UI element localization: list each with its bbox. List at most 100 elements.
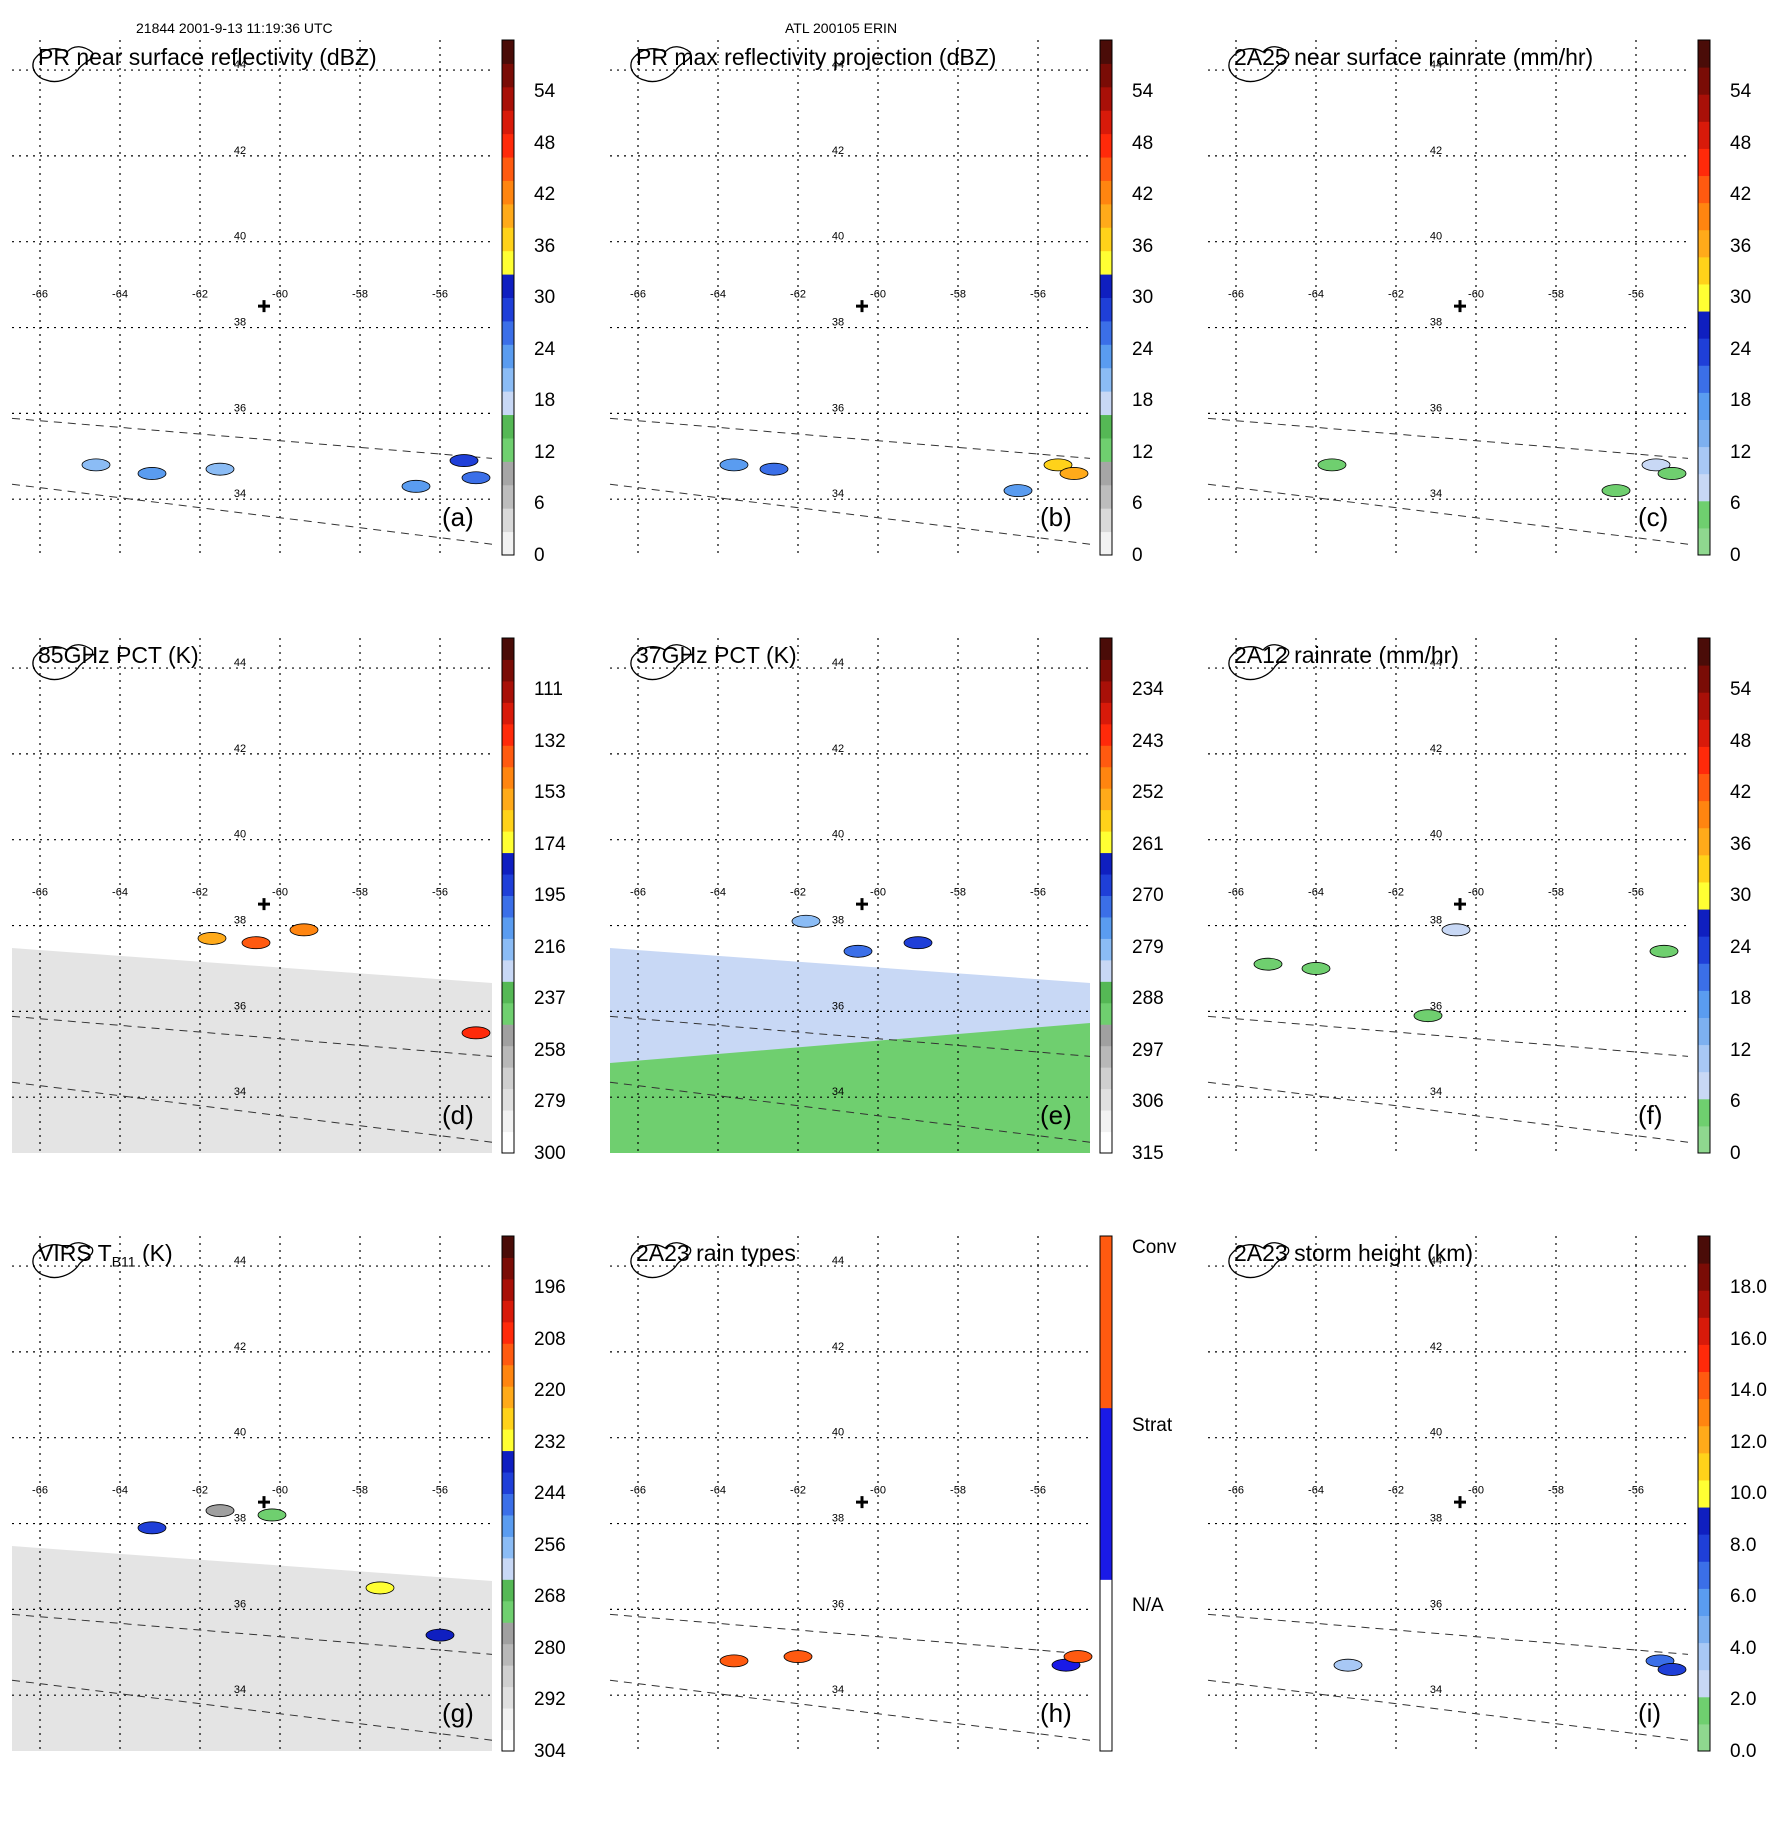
- rain-cell: [461, 1026, 491, 1040]
- colorbar-segment: [502, 203, 514, 228]
- colorbar-tick-label: N/A: [1132, 1595, 1164, 1616]
- colorbar-segment: [1698, 1479, 1710, 1508]
- lon-tick-label: -56: [432, 887, 448, 899]
- colorbar-tick-label: 16.0: [1730, 1328, 1767, 1350]
- colorbar-segment: [502, 723, 514, 746]
- map-plot-i: -66 -64 -62 -60 -58 -56 44 42 40 38 36 34: [1207, 1235, 1711, 1752]
- lon-tick-label: -66: [630, 289, 646, 301]
- colorbar-segment: [1100, 40, 1112, 64]
- lat-tick-label: 44: [234, 59, 246, 71]
- colorbar-segment: [1698, 1125, 1710, 1154]
- colorbar-tick-label: 256: [534, 1534, 566, 1556]
- colorbar-segment: [1100, 250, 1112, 275]
- pr-swath-edge: [1207, 1679, 1689, 1741]
- pr-swath-edge: [609, 417, 1091, 459]
- colorbar-segment: [1698, 473, 1710, 502]
- colorbar-segment: [502, 1088, 514, 1111]
- colorbar-segment: [1100, 367, 1112, 392]
- lon-tick-label: -56: [1628, 1485, 1644, 1497]
- colorbar-segment: [1698, 1669, 1710, 1698]
- lon-tick-label: -58: [352, 1485, 368, 1497]
- green-band: [610, 1023, 1090, 1153]
- colorbar-tick-label: 48: [1730, 132, 1752, 154]
- lat-tick-label: 36: [234, 1000, 246, 1012]
- colorbar-segment: [502, 157, 514, 181]
- lon-tick-label: -56: [1030, 887, 1046, 899]
- lon-tick-label: -66: [630, 887, 646, 899]
- pr-swath-edge: [11, 1081, 493, 1143]
- colorbar-tick-label: 30: [534, 287, 556, 308]
- colorbar-segment: [502, 1045, 514, 1068]
- rain-cell: [1301, 962, 1331, 975]
- colorbar-segment: [1100, 414, 1112, 439]
- rain-cell: [257, 1508, 287, 1522]
- colorbar-segment: [502, 508, 514, 533]
- rain-cell: [425, 1628, 455, 1642]
- colorbar-segment: [1698, 1044, 1710, 1073]
- colorbar-segment: [502, 484, 514, 509]
- colorbar-segment: [1100, 437, 1112, 462]
- colorbar-segment: [1698, 365, 1710, 393]
- colorbar-tick-label: 258: [534, 1039, 566, 1061]
- lat-tick-label: 40: [1430, 231, 1442, 243]
- lon-tick-label: -62: [192, 1485, 208, 1497]
- colorbar-segment: [502, 297, 514, 322]
- rain-cell: [365, 1581, 395, 1595]
- lat-tick-label: 36: [234, 1598, 246, 1610]
- colorbar-segment: [1698, 175, 1710, 204]
- map-plot-b: -66 -64 -62 -60 -58 -56 44 42 40 38 36 34: [609, 39, 1113, 556]
- colorbar-tick-label: 0.0: [1730, 1740, 1757, 1762]
- lat-tick-label: 44: [1430, 59, 1442, 71]
- colorbar-frame: [1099, 637, 1113, 1154]
- colorbar-tick-label: 244: [534, 1483, 566, 1504]
- swath-area: [12, 1546, 492, 1751]
- map-plot-c: -66 -64 -62 -60 -58 -56 44 42 40 38 36 34: [1207, 39, 1711, 556]
- lat-tick-label: 36: [1430, 402, 1442, 414]
- colorbar-frame: [501, 637, 515, 1154]
- lat-tick-label: 40: [832, 231, 844, 243]
- lat-tick-label: 36: [1430, 1000, 1442, 1012]
- colorbar-segment: [502, 180, 514, 205]
- rain-cell: [1253, 957, 1283, 971]
- colorbar-segment: [502, 1622, 514, 1645]
- colorbar-segment: [1698, 1236, 1710, 1264]
- colorbar-segment: [1698, 419, 1710, 448]
- storm-center-marker: [856, 1496, 868, 1509]
- colorbar-segment: [1698, 1425, 1710, 1454]
- lat-tick-label: 40: [832, 1427, 844, 1439]
- colorbar-segment: [1698, 40, 1710, 68]
- rain-cell: [137, 1521, 167, 1535]
- colorbar-segment: [1100, 831, 1112, 854]
- colorbar-segment: [502, 1321, 514, 1344]
- lat-tick-label: 38: [832, 317, 844, 329]
- lat-tick-label: 34: [1430, 488, 1442, 500]
- lat-tick-label: 42: [832, 1341, 844, 1353]
- colorbar-segment: [502, 1110, 514, 1133]
- colorbar-labels: 54 48 42 36 30 24 18 12 6 0: [1730, 638, 1771, 1164]
- colorbar-segment: [502, 1665, 514, 1688]
- lat-tick-label: 34: [234, 1086, 246, 1098]
- panel-i: -66 -64 -62 -60 -58 -56 44 42 40 38 36 34 2A23 storm…: [1207, 1235, 1771, 1836]
- lat-tick-label: 38: [234, 915, 246, 927]
- rain-cell: [1317, 458, 1347, 472]
- colorbar-tick-label: 304: [534, 1740, 566, 1762]
- lat-tick-label: 36: [832, 1000, 844, 1012]
- colorbar-segment: [1698, 527, 1710, 556]
- colorbar-tick-label: 54: [1730, 81, 1752, 102]
- panel-label: (g): [442, 1698, 474, 1728]
- lon-tick-label: -62: [1388, 289, 1404, 301]
- colorbar-tick-label: 18.0: [1730, 1277, 1767, 1298]
- colorbar-segment: [1698, 827, 1710, 856]
- lat-tick-label: 40: [832, 829, 844, 841]
- colorbar-segment: [1100, 1067, 1112, 1090]
- panel-label: (d): [442, 1100, 474, 1130]
- colorbar-segment: [502, 1386, 514, 1409]
- colorbar-frame: [1697, 1235, 1711, 1752]
- lat-tick-label: 42: [1430, 743, 1442, 755]
- colorbar-segment: [1100, 110, 1112, 135]
- colorbar-segment: [1698, 202, 1710, 231]
- colorbar-tick-label: Strat: [1132, 1415, 1173, 1436]
- pr-swath-edge: [609, 1679, 1091, 1741]
- colorbar-segment: [502, 1493, 514, 1516]
- colorbar-segment: [502, 874, 514, 896]
